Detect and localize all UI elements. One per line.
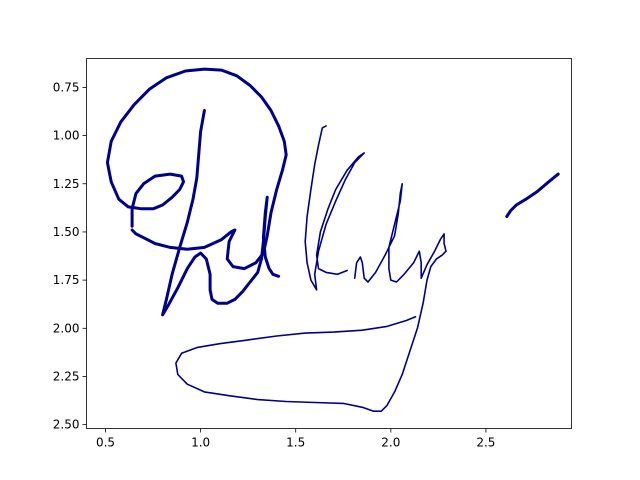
y-tick-label: 2.00: [53, 321, 80, 335]
x-tick-label: 2.0: [381, 436, 400, 450]
signature-stroke-5: [505, 172, 560, 218]
y-tick-label: 1.50: [53, 225, 80, 239]
y-tick-label: 2.25: [53, 369, 80, 383]
y-tick-label: 1.25: [53, 177, 80, 191]
y-tick-label: 2.50: [53, 418, 80, 432]
y-tick-label: 0.75: [53, 80, 80, 94]
plot-strokes: [105, 67, 560, 413]
x-tick-label: 1.5: [286, 436, 305, 450]
signature-stroke-1: [105, 67, 288, 271]
axis-ticks: 0.5 1.0 1.5 2.0 2.5 0.75 1.00 1.25 1.50 1.75 2.00 2…: [53, 80, 496, 449]
x-tick-label: 2.5: [476, 436, 495, 450]
y-tick-label: 1.00: [53, 129, 80, 143]
signature-stroke-3: [304, 125, 366, 291]
signature-stroke-2: [161, 109, 281, 317]
plot-frame: [86, 58, 572, 429]
x-tick-label: 1.0: [191, 436, 210, 450]
x-tick-label: 0.5: [96, 436, 115, 450]
signature-stroke-4: [175, 183, 447, 413]
y-tick-label: 1.75: [53, 273, 80, 287]
